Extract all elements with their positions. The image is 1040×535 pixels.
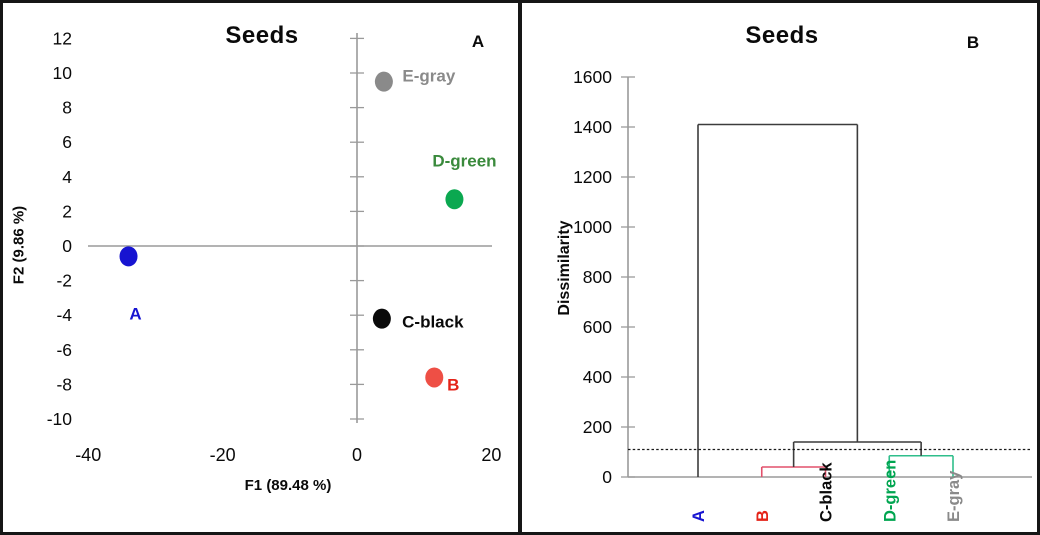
scatter-point-label-A: A [129,304,141,323]
scatter-point-B [425,367,444,388]
pca-y-tick-label: 12 [53,28,72,48]
pca-y-tick-label: 0 [62,236,72,256]
pca-y-tick-label: 8 [62,98,72,118]
pca-x-tick-label: 20 [481,445,501,465]
pca-panel-letter: A [471,32,485,51]
dendrogram-leaf-label-B: B [754,510,772,522]
dendrogram-y-axis-title: Dissimilarity [556,220,573,316]
pca-x-axis-title: F1 (89.48 %) [244,477,332,494]
dendrogram-panel-letter: B [966,33,980,52]
pca-y-tick-label: 6 [62,132,72,152]
scatter-point-D-green [445,189,464,210]
pca-y-tick-label: -10 [47,409,73,429]
dendrogram-y-tick-label: 600 [583,317,612,337]
pca-y-tick-label: -4 [56,305,72,325]
pca-y-tick-label: -8 [56,374,72,394]
dendrogram-y-tick-label: 1600 [573,67,612,87]
dendrogram-leaf-label-E-gray: E-gray [945,470,963,522]
pca-x-tick-label: -20 [210,445,236,465]
pca-y-tick-label: 4 [62,167,72,187]
dendrogram-y-tick-label: 1400 [573,117,612,137]
panel-divider [518,0,522,535]
dendrogram-y-tick-label: 0 [602,467,612,487]
scatter-point-E-gray [374,71,393,92]
dendrogram-leaf-label-D-green: D-green [881,460,899,522]
pca-y-axis-title: F2 (9.86 %) [10,205,28,285]
dendrogram-y-tick-label: 1200 [573,167,612,187]
pca-title: Seeds [225,22,299,49]
scatter-point-A [119,246,138,267]
scatter-point-label-E-gray: E-gray [402,67,455,86]
dendrogram-y-tick-label: 800 [583,267,612,287]
scatter-point-label-D-green: D-green [432,151,496,170]
pca-y-tick-label: 2 [62,201,72,221]
dendrogram-y-tick-label: 400 [583,367,612,387]
pca-y-tick-label: -2 [56,271,72,291]
dendrogram-y-tick-label: 200 [583,417,612,437]
pca-x-tick-label: -40 [75,445,101,465]
dendrogram-y-tick-label: 1000 [573,217,612,237]
dendrogram-leaf-label-C-black: C-black [818,462,836,522]
dendrogram-title: Seeds [745,22,819,49]
scatter-point-C-black [372,308,391,329]
pca-x-tick-label: 0 [352,445,362,465]
pca-y-tick-label: -6 [56,340,72,360]
pca-y-tick-label: 10 [53,63,73,83]
scatter-point-label-B: B [447,375,459,394]
dendrogram-leaf-label-A: A [690,510,708,522]
scatter-point-label-C-black: C-black [402,313,464,332]
